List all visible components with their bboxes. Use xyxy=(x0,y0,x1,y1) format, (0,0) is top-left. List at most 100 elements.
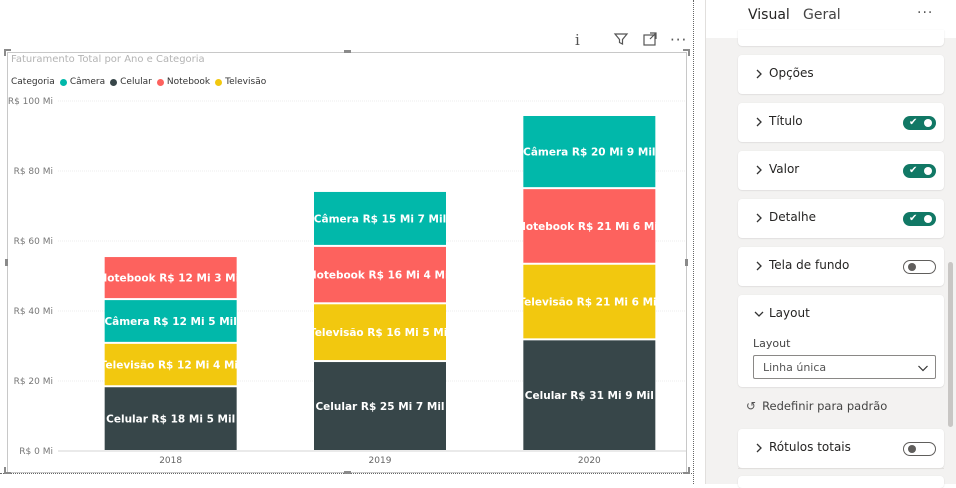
resize-handle-right[interactable] xyxy=(685,259,688,266)
section-label: Detalhe xyxy=(769,210,817,224)
bar-segment[interactable] xyxy=(104,300,237,342)
data-label: Câmera R$ 15 Mi 7 Mil xyxy=(314,213,446,225)
y-tick-label: R$ 60 Mi xyxy=(14,237,53,247)
bar-segment[interactable] xyxy=(104,343,237,386)
pane-more-options-icon[interactable]: ··· xyxy=(917,5,934,21)
resize-handle-top[interactable] xyxy=(344,50,351,53)
chevron-right-icon xyxy=(756,165,762,175)
section-rotulos-totais[interactable]: Rótulos totais xyxy=(738,429,944,468)
section-valor[interactable]: Valor ✔ xyxy=(738,151,944,190)
legend-item-camera[interactable]: Câmera xyxy=(59,77,106,87)
bar-segment[interactable] xyxy=(104,257,237,299)
valor-toggle[interactable]: ✔ xyxy=(903,164,936,178)
resize-handle-left[interactable] xyxy=(5,259,8,266)
chevron-right-icon xyxy=(756,117,762,127)
layout-dropdown[interactable]: Linha única xyxy=(753,355,936,379)
detalhe-toggle[interactable]: ✔ xyxy=(903,212,936,226)
bar-segment[interactable] xyxy=(314,362,446,450)
resize-handle-bottom-left[interactable] xyxy=(4,467,11,474)
chevron-right-icon xyxy=(756,69,762,79)
section-detalhe[interactable]: Detalhe ✔ xyxy=(738,199,944,238)
resize-handle-bottom-right[interactable] xyxy=(683,467,690,474)
bar-segment[interactable] xyxy=(314,191,446,245)
bar-segment[interactable] xyxy=(523,116,656,188)
chevron-down-icon xyxy=(918,365,928,372)
rotulos-totais-toggle[interactable] xyxy=(903,442,936,456)
legend-label: Celular xyxy=(120,77,152,87)
chevron-down-icon xyxy=(754,311,764,317)
check-icon: ✔ xyxy=(909,117,918,128)
check-icon: ✔ xyxy=(909,165,918,176)
section-divider xyxy=(738,468,944,469)
chart-legend: Categoria Câmera Celular Notebook Televi… xyxy=(11,77,266,87)
data-label: Televisão R$ 16 Mi 5 Mil xyxy=(309,327,451,339)
y-tick-label: R$ 40 Mi xyxy=(14,307,53,317)
legend-label: Notebook xyxy=(166,77,211,87)
section-opcoes[interactable]: Opções xyxy=(738,55,944,94)
toggle-knob xyxy=(924,119,932,127)
card-previous-section xyxy=(738,30,944,46)
pane-scrollbar-thumb[interactable] xyxy=(948,262,953,427)
info-icon[interactable]: i xyxy=(575,31,580,49)
section-titulo[interactable]: Título ✔ xyxy=(738,103,944,142)
legend-item-televisao[interactable]: Televisão xyxy=(215,77,266,87)
toggle-knob xyxy=(908,263,916,271)
canvas-page-border xyxy=(693,0,694,484)
bar-segment[interactable] xyxy=(314,304,446,361)
chart-title: Faturamento Total por Ano e Categoria xyxy=(11,54,205,65)
resize-handle-bottom[interactable] xyxy=(344,471,351,474)
section-tela-de-fundo[interactable]: Tela de fundo xyxy=(738,247,944,286)
reset-icon: ↺ xyxy=(746,399,757,413)
reset-to-default-button[interactable]: ↺ Redefinir para padrão xyxy=(746,399,887,413)
resize-handle-top-left[interactable] xyxy=(4,49,11,56)
data-label: Celular R$ 18 Mi 5 Mil xyxy=(106,414,235,426)
legend-item-celular[interactable]: Celular xyxy=(110,77,152,87)
legend-item-notebook[interactable]: Notebook xyxy=(156,77,211,87)
x-tick-label: 2020 xyxy=(578,456,601,466)
tab-geral[interactable]: Geral xyxy=(803,7,841,23)
section-label: Título xyxy=(769,114,803,128)
section-label: Opções xyxy=(769,66,814,80)
data-label: Notebook R$ 21 Mi 6 Mil xyxy=(517,221,661,233)
bar-segment[interactable] xyxy=(523,264,656,339)
card-next-section xyxy=(738,476,944,488)
x-tick-label: 2018 xyxy=(159,456,182,466)
data-label: Notebook R$ 16 Mi 4 Mil xyxy=(308,270,452,282)
data-label: Câmera R$ 12 Mi 5 Mil xyxy=(104,316,236,328)
data-label: Câmera R$ 20 Mi 9 Mil xyxy=(523,147,655,159)
y-tick-label: R$ 100 Mi xyxy=(8,97,53,107)
legend-dot xyxy=(110,78,118,86)
legend-dot xyxy=(156,78,164,86)
titulo-toggle[interactable]: ✔ xyxy=(903,116,936,130)
tab-visual[interactable]: Visual xyxy=(748,7,790,23)
format-pane: Visual Geral ··· Opções Título ✔ Valor ✔… xyxy=(705,0,956,488)
layout-dropdown-value: Linha única xyxy=(763,361,827,374)
chevron-right-icon xyxy=(756,261,762,271)
section-label: Valor xyxy=(769,162,800,176)
focus-mode-icon[interactable] xyxy=(642,31,658,51)
chart-plot: R$ 0 Mi R$ 20 Mi R$ 40 Mi R$ 60 Mi R$ 80 Mi R… xyxy=(8,97,686,466)
data-label: Notebook R$ 12 Mi 3 Mil xyxy=(98,273,242,285)
section-label: Layout xyxy=(769,306,810,320)
toggle-knob xyxy=(924,167,932,175)
x-tick-label: 2019 xyxy=(369,456,392,466)
legend-dot xyxy=(215,78,223,86)
section-layout[interactable]: Layout Layout Linha única xyxy=(738,295,944,387)
tela-de-fundo-toggle[interactable] xyxy=(903,260,936,274)
check-icon: ✔ xyxy=(909,213,918,224)
data-label: Televisão R$ 12 Mi 4 Mil xyxy=(100,360,242,372)
bar-segment[interactable] xyxy=(523,340,656,450)
resize-handle-top-right[interactable] xyxy=(683,49,690,56)
layout-field-label: Layout xyxy=(753,337,791,350)
filter-icon[interactable] xyxy=(613,31,629,51)
legend-dot xyxy=(59,78,67,86)
bar-segment[interactable] xyxy=(314,246,446,303)
toggle-knob xyxy=(908,445,916,453)
more-options-icon[interactable]: ··· xyxy=(670,31,688,49)
section-label: Rótulos totais xyxy=(769,440,851,454)
y-tick-label: R$ 0 Mi xyxy=(19,447,53,457)
legend-label: Câmera xyxy=(69,77,106,87)
bar-segment[interactable] xyxy=(104,387,237,450)
data-label: Celular R$ 25 Mi 7 Mil xyxy=(315,401,444,413)
bar-segment[interactable] xyxy=(523,189,656,263)
